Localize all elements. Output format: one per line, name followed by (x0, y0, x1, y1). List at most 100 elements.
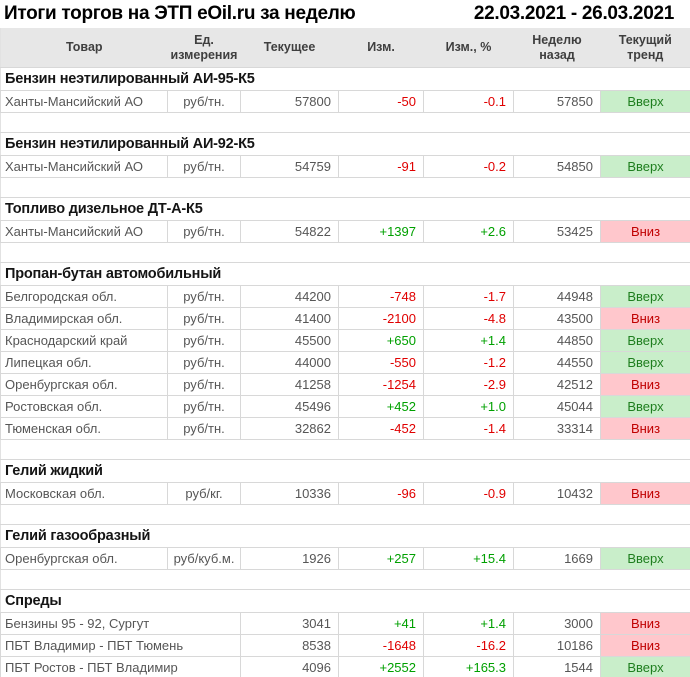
table-row: ПБТ Владимир - ПБТ Тюмень 8538 -1648 -16.2 1… (0, 634, 690, 657)
unit-cell: руб/тн. (167, 90, 241, 113)
change-pct-cell: +165.3 (423, 656, 514, 677)
trend-cell: Вверх (600, 155, 690, 178)
trend-cell: Вверх (600, 656, 690, 677)
price-table: Товар Ед. измерения Текущее Изм. Изм., % Неде… (0, 28, 690, 677)
product-cell: ПБТ Владимир - ПБТ Тюмень (0, 634, 241, 657)
section-spacer-row (0, 242, 690, 263)
section-spacer (0, 569, 690, 590)
section-spacer-row (0, 112, 690, 133)
current-cell: 57800 (240, 90, 339, 113)
table-row: Оренбургская обл. руб/тн. 41258 -1254 -2.9 42… (0, 373, 690, 396)
section-title: Топливо дизельное ДТ-А-К5 (0, 197, 690, 221)
week-ago-cell: 10186 (513, 634, 601, 657)
current-cell: 3041 (240, 612, 339, 635)
change-cell: -2100 (338, 307, 424, 330)
section-title: Гелий газообразный (0, 524, 690, 548)
trend-cell: Вверх (600, 547, 690, 570)
change-cell: -748 (338, 285, 424, 308)
trend-cell: Вниз (600, 612, 690, 635)
product-cell: Московская обл. (0, 482, 168, 505)
product-cell: Тюменская обл. (0, 417, 168, 440)
change-pct-cell: -0.2 (423, 155, 514, 178)
week-ago-cell: 42512 (513, 373, 601, 396)
section-row: Спреды (0, 589, 690, 613)
unit-cell: руб/тн. (167, 155, 241, 178)
week-ago-cell: 53425 (513, 220, 601, 243)
change-cell: -1648 (338, 634, 424, 657)
section-spacer (0, 112, 690, 133)
section-spacer (0, 504, 690, 525)
table-row: ПБТ Ростов - ПБТ Владимир 4096 +2552 +165.3… (0, 656, 690, 677)
current-cell: 10336 (240, 482, 339, 505)
section-spacer (0, 177, 690, 198)
product-cell: Ханты-Мансийский АО (0, 220, 168, 243)
table-row: Оренбургская обл. руб/куб.м. 1926 +257 +15.4… (0, 547, 690, 570)
week-ago-cell: 45044 (513, 395, 601, 418)
section-row: Гелий газообразный (0, 524, 690, 548)
week-ago-cell: 44948 (513, 285, 601, 308)
table-row: Ханты-Мансийский АО руб/тн. 54759 -91 -0.2 54… (0, 155, 690, 178)
unit-cell: руб/тн. (167, 329, 241, 352)
unit-cell: руб/тн. (167, 220, 241, 243)
trend-cell: Вниз (600, 307, 690, 330)
trend-cell: Вниз (600, 220, 690, 243)
product-cell: Оренбургская обл. (0, 547, 168, 570)
change-pct-cell: -1.4 (423, 417, 514, 440)
week-ago-cell: 10432 (513, 482, 601, 505)
current-cell: 44200 (240, 285, 339, 308)
week-ago-cell: 57850 (513, 90, 601, 113)
week-ago-cell: 44550 (513, 351, 601, 374)
trend-cell: Вниз (600, 417, 690, 440)
unit-cell: руб/тн. (167, 351, 241, 374)
change-cell: +650 (338, 329, 424, 352)
section-row: Бензин неэтилированный АИ-95-К5 (0, 67, 690, 91)
section-title: Бензин неэтилированный АИ-95-К5 (0, 67, 690, 91)
table-row: Ханты-Мансийский АО руб/тн. 57800 -50 -0.1 57… (0, 90, 690, 113)
week-ago-cell: 1669 (513, 547, 601, 570)
current-cell: 45500 (240, 329, 339, 352)
week-ago-cell: 44850 (513, 329, 601, 352)
product-cell: Ростовская обл. (0, 395, 168, 418)
trend-cell: Вниз (600, 634, 690, 657)
change-pct-cell: +1.4 (423, 612, 514, 635)
change-cell: -50 (338, 90, 424, 113)
unit-cell: руб/куб.м. (167, 547, 241, 570)
change-cell: +41 (338, 612, 424, 635)
week-ago-cell: 54850 (513, 155, 601, 178)
change-pct-cell: -4.8 (423, 307, 514, 330)
section-spacer-row (0, 504, 690, 525)
change-pct-cell: -0.1 (423, 90, 514, 113)
change-pct-cell: -16.2 (423, 634, 514, 657)
table-row: Ростовская обл. руб/тн. 45496 +452 +1.0 45044… (0, 395, 690, 418)
col-header-current: Текущее (240, 28, 339, 68)
unit-cell: руб/тн. (167, 395, 241, 418)
section-title: Бензин неэтилированный АИ-92-К5 (0, 132, 690, 156)
unit-cell: руб/тн. (167, 307, 241, 330)
unit-cell: руб/тн. (167, 417, 241, 440)
product-cell: Белгородская обл. (0, 285, 168, 308)
change-pct-cell: -1.7 (423, 285, 514, 308)
table-row: Тюменская обл. руб/тн. 32862 -452 -1.4 33314 В… (0, 417, 690, 440)
change-cell: -550 (338, 351, 424, 374)
table-row: Краснодарский край руб/тн. 45500 +650 +1.4 44… (0, 329, 690, 352)
current-cell: 41258 (240, 373, 339, 396)
table-header-row: Товар Ед. измерения Текущее Изм. Изм., % Неде… (0, 28, 690, 68)
week-ago-cell: 43500 (513, 307, 601, 330)
change-cell: +257 (338, 547, 424, 570)
trend-cell: Вверх (600, 395, 690, 418)
trend-cell: Вверх (600, 329, 690, 352)
change-pct-cell: +1.0 (423, 395, 514, 418)
section-spacer (0, 242, 690, 263)
current-cell: 45496 (240, 395, 339, 418)
trend-cell: Вверх (600, 90, 690, 113)
section-row: Пропан-бутан автомобильный (0, 262, 690, 286)
current-cell: 8538 (240, 634, 339, 657)
col-header-change: Изм. (338, 28, 424, 68)
unit-cell: руб/тн. (167, 285, 241, 308)
col-header-product: Товар (0, 28, 168, 68)
product-cell: Оренбургская обл. (0, 373, 168, 396)
week-ago-cell: 3000 (513, 612, 601, 635)
section-spacer-row (0, 177, 690, 198)
section-spacer-row (0, 569, 690, 590)
